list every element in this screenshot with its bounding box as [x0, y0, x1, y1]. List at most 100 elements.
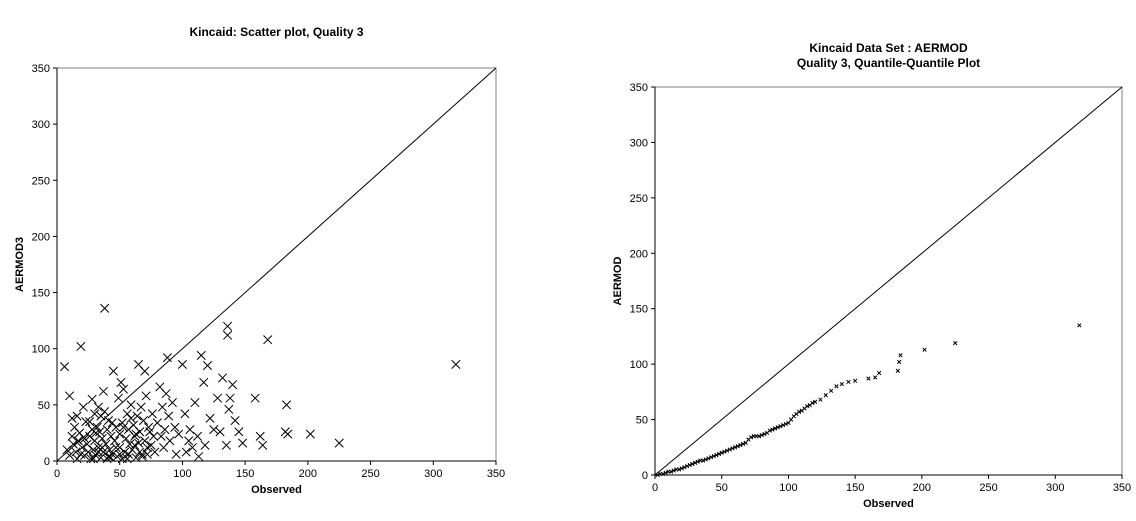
y-tick-label: 250 — [630, 193, 648, 205]
data-point — [209, 425, 219, 435]
data-point — [91, 428, 101, 438]
y-tick-label: 0 — [642, 470, 648, 482]
y-tick-label: 250 — [32, 175, 50, 187]
data-point — [727, 447, 732, 452]
data-point — [676, 467, 682, 472]
data-point — [234, 427, 244, 437]
data-point — [775, 425, 780, 430]
data-point — [823, 393, 828, 398]
data-point — [1077, 323, 1082, 328]
data-point — [107, 418, 117, 428]
x-tick-label: 200 — [913, 482, 931, 494]
data-point — [88, 445, 98, 455]
data-point — [187, 442, 198, 453]
data-point — [200, 440, 210, 450]
data-point — [258, 440, 268, 450]
data-point — [668, 469, 674, 474]
y-tick-label: 300 — [630, 137, 648, 149]
data-point — [846, 379, 851, 385]
data-point — [804, 404, 810, 409]
y-tick-label: 350 — [32, 63, 50, 75]
data-point — [953, 340, 958, 346]
data-point — [700, 458, 706, 463]
data-point — [96, 411, 106, 421]
data-point — [818, 397, 823, 402]
y-tick-label: 300 — [32, 119, 50, 131]
data-point — [730, 446, 735, 451]
data-point — [135, 447, 145, 457]
data-point — [140, 436, 150, 446]
data-point — [655, 472, 660, 478]
data-point — [59, 362, 70, 372]
y-tick-label: 150 — [630, 304, 648, 316]
x-tick-label: 50 — [716, 482, 728, 494]
data-point — [106, 431, 116, 441]
data-point — [152, 418, 162, 428]
data-point — [93, 402, 103, 412]
one-to-one-line — [654, 86, 1123, 476]
data-point — [714, 452, 719, 458]
data-point — [740, 441, 746, 447]
x-tick-label: 300 — [424, 468, 442, 480]
data-point — [126, 413, 136, 423]
data-point — [866, 376, 871, 381]
data-point — [146, 440, 156, 450]
data-point — [873, 375, 878, 380]
y-tick-label: 100 — [630, 359, 648, 371]
x-tick-label: 0 — [652, 482, 658, 494]
data-point — [663, 470, 668, 475]
data-point — [167, 398, 177, 408]
data-point — [149, 431, 159, 441]
data-point — [136, 402, 146, 412]
data-point — [80, 433, 90, 444]
data-point — [140, 366, 150, 376]
data-point — [897, 359, 902, 365]
data-point — [679, 466, 684, 471]
x-tick-label: 0 — [54, 468, 60, 480]
x-tick-label: 150 — [846, 482, 864, 494]
data-point — [684, 463, 690, 469]
data-point — [87, 394, 97, 404]
data-point — [238, 438, 248, 448]
data-point — [212, 393, 223, 403]
data-point — [839, 381, 844, 387]
data-point — [162, 353, 172, 363]
data-point — [142, 449, 152, 459]
x-tick-label: 200 — [299, 468, 317, 480]
x-tick-label: 100 — [173, 468, 191, 480]
data-point — [165, 436, 175, 446]
data-point — [108, 366, 118, 376]
data-point — [660, 471, 666, 477]
data-point — [283, 429, 293, 439]
data-point — [230, 416, 240, 426]
data-point — [126, 400, 136, 410]
data-point — [719, 450, 724, 455]
data-point — [738, 442, 743, 448]
data-point — [156, 431, 166, 441]
x-tick-label: 150 — [236, 468, 254, 480]
data-point — [64, 391, 75, 401]
x-tick-label: 250 — [361, 468, 379, 480]
data-point — [122, 409, 132, 419]
data-point — [451, 359, 461, 369]
data-point — [170, 422, 180, 432]
data-point — [922, 347, 927, 352]
data-point — [145, 427, 155, 437]
data-point — [97, 442, 107, 453]
data-point — [223, 330, 233, 340]
data-point — [783, 421, 788, 427]
data-point — [184, 436, 194, 446]
data-point — [223, 321, 233, 331]
chart-title: Quality 3, Quantile-Quantile Plot — [797, 56, 980, 70]
data-point — [703, 457, 708, 462]
data-point — [205, 413, 215, 423]
data-point — [190, 398, 200, 408]
data-point — [228, 380, 238, 390]
data-point — [828, 388, 834, 393]
data-point — [141, 391, 151, 401]
data-point — [95, 427, 105, 437]
y-tick-label: 200 — [32, 231, 50, 243]
data-point — [83, 447, 93, 457]
data-point — [118, 422, 129, 432]
